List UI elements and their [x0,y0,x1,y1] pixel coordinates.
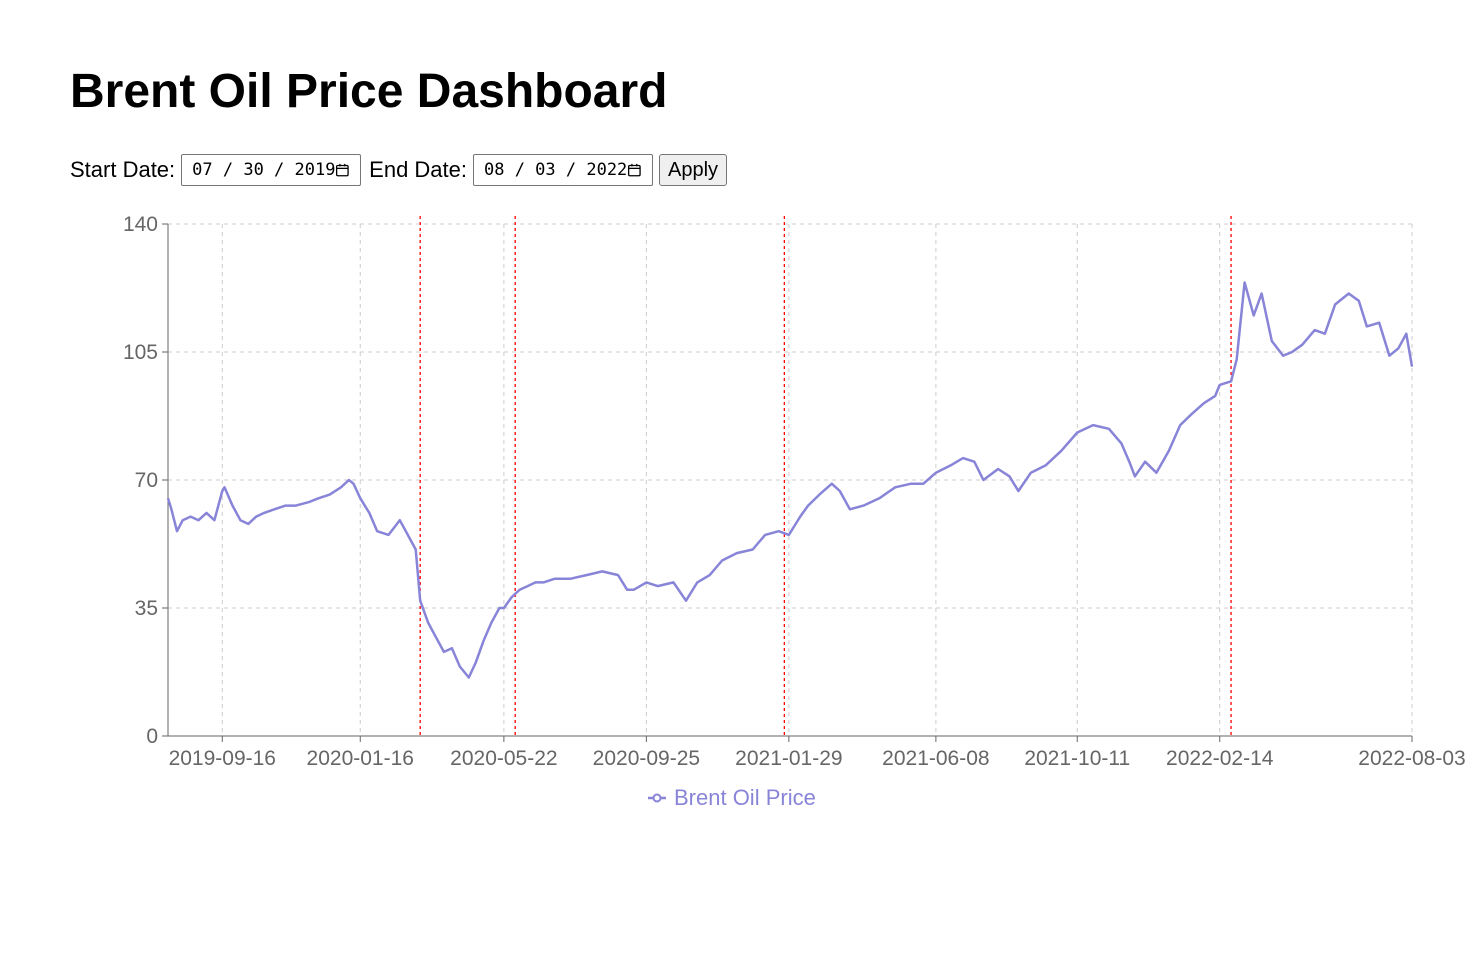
price-series-line [166,281,1414,679]
x-tick-label: 2021-06-08 [882,747,989,770]
x-tick-label: 2022-08-03 [1358,747,1465,770]
end-date-label: End Date: [369,157,467,182]
end-date-value: 08 / 03 / 2022 [484,160,628,180]
legend-marker-icon [652,793,662,803]
x-tick-label: 2020-09-25 [593,747,700,770]
y-tick-label: 70 [135,469,158,492]
date-filter-bar: Start Date: 07 / 30 / 2019 End Date: 08 … [70,154,728,186]
page-title: Brent Oil Price Dashboard [70,65,668,118]
legend-label: Brent Oil Price [674,785,816,810]
calendar-icon[interactable] [335,161,350,179]
start-date-value: 07 / 30 / 2019 [192,160,336,180]
y-tick-label: 105 [123,341,158,364]
x-tick-label: 2021-10-11 [1024,747,1130,770]
x-tick-label: 2019-09-16 [169,747,276,770]
start-date-label: Start Date: [70,157,176,182]
start-date-input[interactable]: 07 / 30 / 2019 [181,154,362,186]
y-tick-label: 35 [135,597,158,620]
x-tick-label: 2020-01-16 [307,747,414,770]
x-tick-label: 2020-05-22 [450,747,557,770]
calendar-icon[interactable] [627,161,642,179]
x-tick-label: 2021-01-29 [735,747,842,770]
price-chart: 0 35 70 105 140 2019-09-16 2020-01-16 2020-05-2… [123,213,1466,810]
y-tick-label: 140 [123,213,158,236]
x-tick-label: 2022-02-14 [1166,747,1274,770]
end-date-input[interactable]: 08 / 03 / 2022 [473,154,653,186]
y-tick-label: 0 [146,725,158,748]
apply-button[interactable]: Apply [659,154,728,186]
